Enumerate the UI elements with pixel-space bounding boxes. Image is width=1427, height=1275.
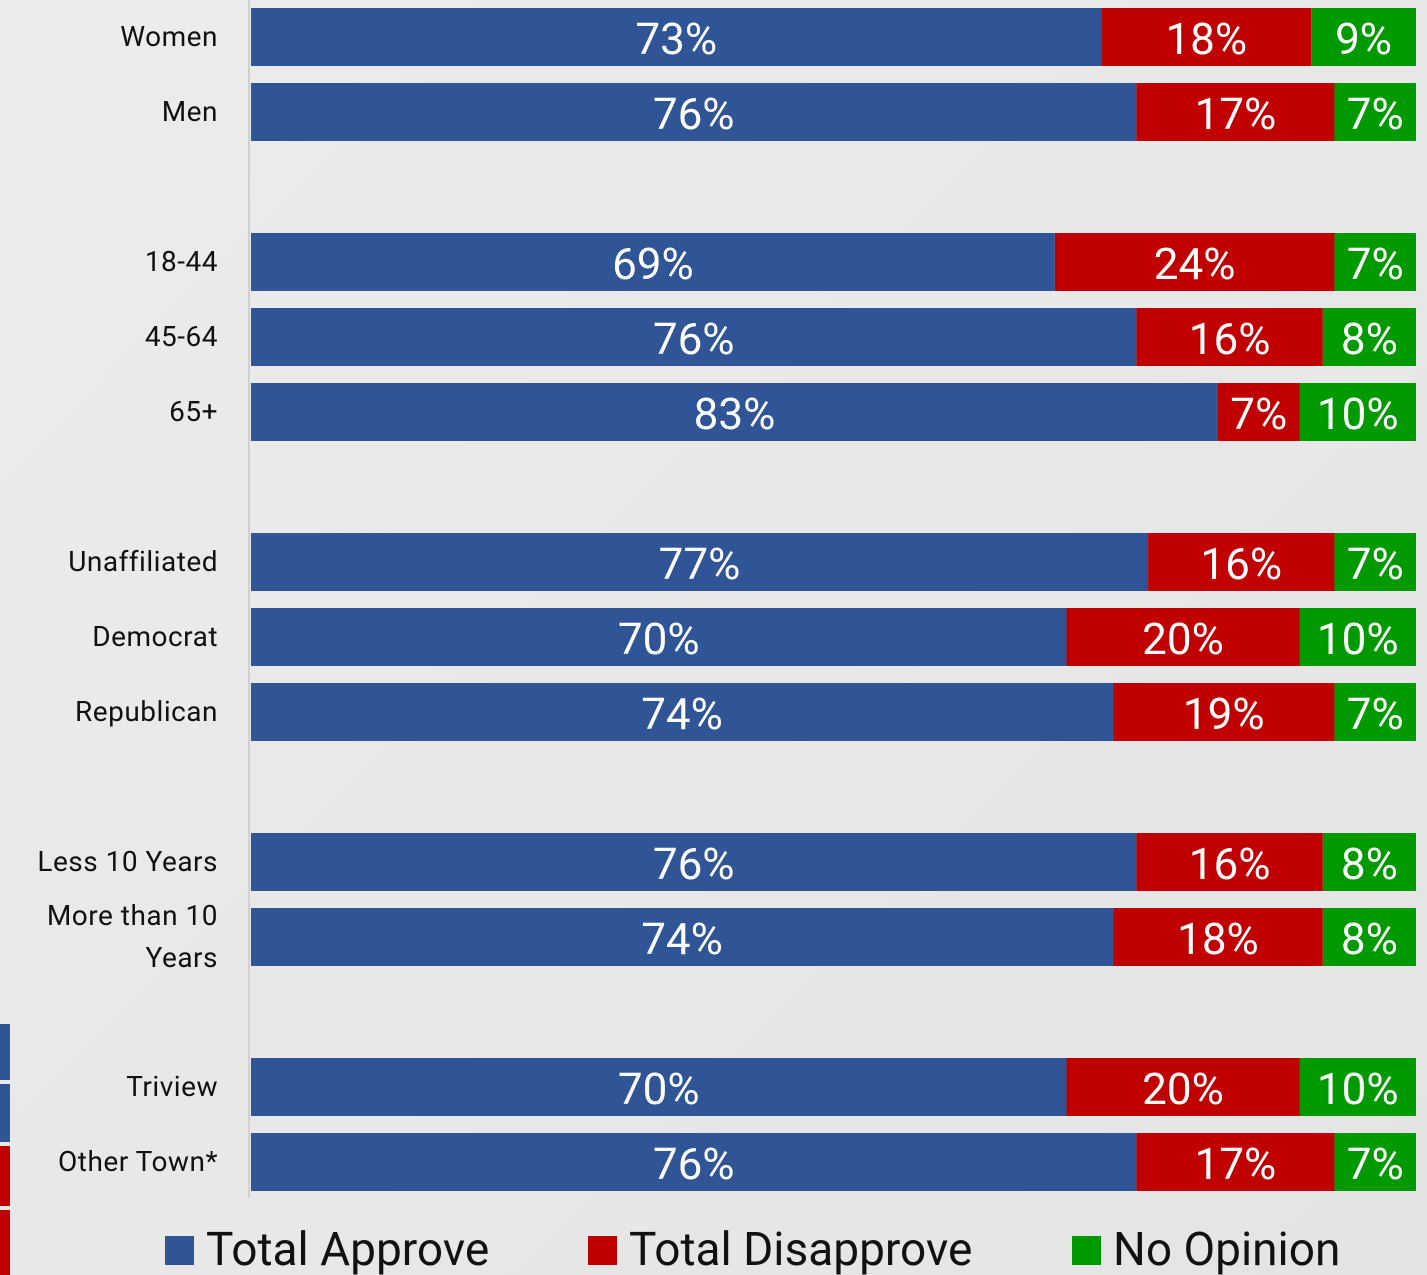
value-label: 16% [1200, 538, 1282, 590]
bar-segment [1136, 833, 1323, 891]
bar-segment [251, 383, 1218, 441]
value-label: 20% [1142, 613, 1224, 665]
value-label: 24% [1154, 238, 1236, 290]
value-label: 7% [1347, 538, 1404, 590]
value-label: 10% [1317, 613, 1399, 665]
edge-decoration [0, 1146, 10, 1206]
value-label: 16% [1189, 313, 1271, 365]
bar-segment [1136, 83, 1335, 141]
bar-segment [1113, 683, 1335, 741]
legend-label: No Opinion [1113, 1223, 1340, 1275]
category-label: Women [120, 20, 218, 53]
value-label: 77% [659, 538, 741, 590]
category-label: Democrat [92, 620, 218, 653]
value-label: 73% [635, 13, 717, 65]
category-label: More than 10 Years [46, 899, 218, 974]
value-label: 19% [1183, 688, 1265, 740]
bar-segment [251, 233, 1055, 291]
edge-decoration [0, 1084, 10, 1142]
category-label: Triview [126, 1070, 218, 1103]
bar-segment [251, 833, 1137, 891]
bar-segment [1311, 8, 1416, 66]
value-label: 70% [618, 1063, 700, 1115]
category-label: Men [161, 95, 218, 128]
bar-segment [1217, 383, 1300, 441]
value-label: 17% [1195, 88, 1277, 140]
bar-segment [1334, 683, 1416, 741]
value-label: 76% [653, 88, 735, 140]
value-label: 10% [1317, 388, 1399, 440]
bar-segment [1299, 383, 1416, 441]
bar-segment [1334, 1133, 1416, 1191]
bar-segment [1113, 908, 1323, 966]
bar-segment [251, 1058, 1067, 1116]
value-label: 76% [653, 313, 735, 365]
legend-swatch [1072, 1236, 1101, 1265]
bar-segment [1136, 308, 1323, 366]
legend-label: Total Approve [206, 1223, 489, 1275]
bar-segment [1101, 8, 1312, 66]
value-label: 8% [1341, 313, 1398, 365]
category-label: 18-44 [144, 245, 218, 278]
value-label: 7% [1347, 88, 1404, 140]
edge-decoration [0, 1210, 10, 1275]
bar-segment [1334, 233, 1416, 291]
value-label: 83% [694, 388, 776, 440]
legend-label: Total Disapprove [629, 1223, 972, 1275]
value-label: 74% [641, 688, 723, 740]
bar-segment [251, 608, 1067, 666]
value-label: 16% [1189, 838, 1271, 890]
bar-segment [251, 8, 1102, 66]
category-label: Republican [75, 695, 218, 728]
bar-segment [1334, 533, 1416, 591]
category-label: Less 10 Years [37, 845, 218, 878]
bar-segment [251, 908, 1114, 966]
bar-segment [1322, 908, 1416, 966]
value-label: 76% [653, 838, 735, 890]
value-label: 7% [1347, 238, 1404, 290]
value-label: 7% [1230, 388, 1287, 440]
bar-segment [1322, 308, 1416, 366]
bar-segment [1334, 83, 1416, 141]
category-label: 45-64 [144, 320, 218, 353]
bar-segment [251, 533, 1149, 591]
value-label: 20% [1142, 1063, 1224, 1115]
value-label: 18% [1165, 13, 1247, 65]
bar-segment [1136, 1133, 1335, 1191]
value-label: 7% [1347, 1138, 1404, 1190]
bar-segment [251, 308, 1137, 366]
bar-segment [1148, 533, 1335, 591]
value-label: 9% [1335, 13, 1392, 65]
bar-segment [1066, 1058, 1300, 1116]
value-label: 8% [1341, 913, 1398, 965]
value-label: 76% [653, 1138, 735, 1190]
category-label: 65+ [169, 395, 218, 428]
bar-segment [251, 83, 1137, 141]
legend-swatch [165, 1236, 194, 1265]
bar-segment [1066, 608, 1300, 666]
value-label: 74% [641, 913, 723, 965]
legend-swatch [588, 1236, 617, 1265]
bar-segment [1322, 833, 1416, 891]
value-label: 70% [618, 613, 700, 665]
bar-segment [1054, 233, 1335, 291]
value-label: 10% [1317, 1063, 1399, 1115]
value-label: 8% [1341, 838, 1398, 890]
edge-decoration [0, 1024, 10, 1080]
value-label: 7% [1347, 688, 1404, 740]
category-label: Other Town* [58, 1145, 218, 1178]
bar-segment [251, 1133, 1137, 1191]
value-label: 18% [1177, 913, 1259, 965]
bar-segment [1299, 1058, 1416, 1116]
bar-segment [251, 683, 1114, 741]
value-label: 69% [612, 238, 694, 290]
category-label: Unaffiliated [68, 545, 218, 578]
bar-segment [1299, 608, 1416, 666]
value-label: 17% [1195, 1138, 1277, 1190]
